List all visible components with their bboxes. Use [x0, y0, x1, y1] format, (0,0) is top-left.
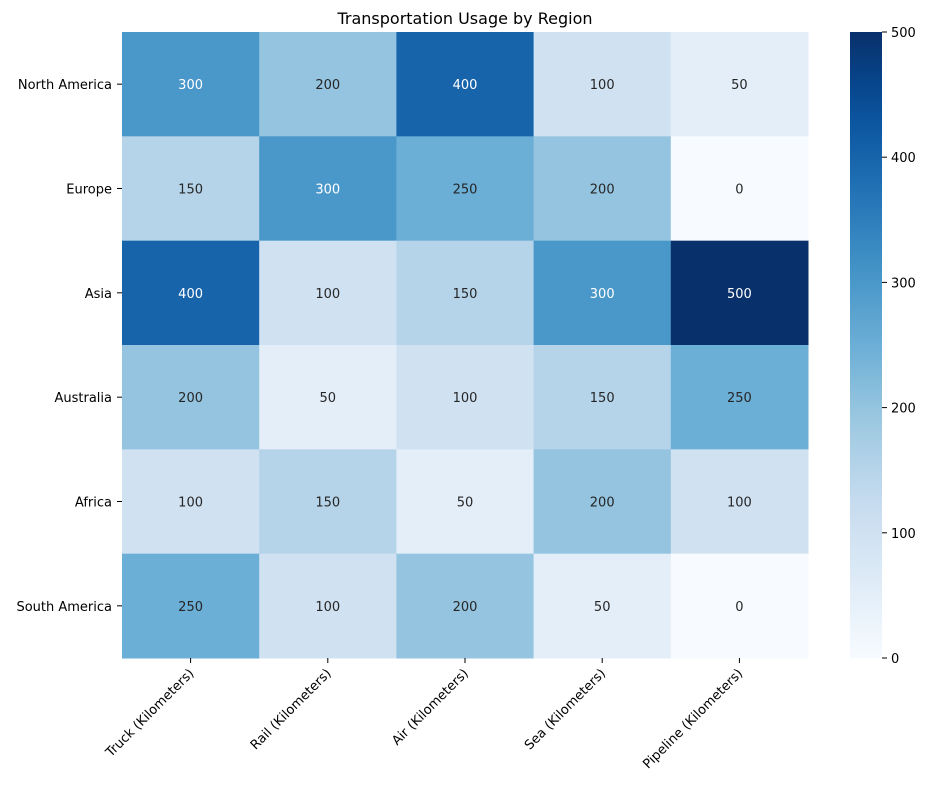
colorbar-tick-label: 0: [891, 652, 899, 667]
x-axis: Truck (Kilometers) Rail (Kilometers) Air (…: [103, 658, 746, 772]
colorbar-tick-label: 300: [891, 276, 916, 291]
heatmap-cell: [670, 32, 809, 137]
cell-value-label: 100: [590, 78, 615, 93]
colorbar-tick-label: 500: [891, 26, 916, 41]
heatmap-cell: [396, 136, 535, 242]
heatmap-cell: [533, 345, 672, 450]
heatmap-cell: [122, 553, 260, 659]
cell-value-label: 250: [727, 391, 752, 406]
cell-value-label: 300: [315, 183, 340, 198]
y-tick-label: Europe: [66, 183, 112, 198]
cell-value-label: 300: [178, 78, 203, 93]
heatmap-cell: [259, 345, 397, 450]
cell-value-label: 150: [315, 496, 340, 511]
cell-value-label: 0: [735, 600, 743, 615]
heatmap-cell: [533, 240, 672, 346]
heatmap-cell: [396, 32, 535, 137]
heatmap-cell: [396, 345, 535, 450]
heatmap-cell: [533, 553, 672, 659]
cell-value-label: 0: [735, 183, 743, 198]
heatmap-cell: [533, 136, 672, 242]
cell-value-label: 100: [727, 496, 752, 511]
colorbar-tick-label: 200: [891, 402, 916, 417]
heatmap-cells: [122, 32, 809, 659]
cell-value-label: 200: [178, 391, 203, 406]
cell-value-label: 200: [590, 496, 615, 511]
cell-value-label: 250: [453, 183, 478, 198]
heatmap-cell: [259, 136, 397, 242]
heatmap-cell: [670, 345, 809, 450]
x-tick-label: Air (Kilometers): [389, 666, 472, 749]
cell-value-label: 150: [590, 391, 615, 406]
cell-value-label: 500: [727, 287, 752, 302]
heatmap-cell: [122, 32, 260, 137]
cell-value-label: 150: [453, 287, 478, 302]
heatmap-cell-labels: 300 200 400 100 50 150 300 250 200 0 400 100 150 300 5…: [178, 78, 752, 615]
x-tick-label: Sea (Kilometers): [522, 666, 609, 753]
cell-value-label: 150: [178, 183, 203, 198]
cell-value-label: 100: [315, 287, 340, 302]
y-axis: North America Europe Asia Australia Africa So…: [16, 78, 122, 615]
heatmap-cell: [670, 136, 809, 242]
colorbar-tick-label: 400: [891, 151, 916, 166]
cell-value-label: 400: [453, 78, 478, 93]
heatmap-cell: [670, 449, 809, 555]
cell-value-label: 250: [178, 600, 203, 615]
cell-value-label: 50: [320, 391, 337, 406]
cell-value-label: 50: [457, 496, 474, 511]
heatmap-cell: [122, 449, 260, 555]
cell-value-label: 50: [731, 78, 748, 93]
heatmap-cell: [259, 240, 397, 346]
heatmap-cell: [396, 449, 535, 555]
heatmap-cell: [670, 240, 809, 346]
y-tick-label: North America: [18, 78, 112, 93]
heatmap-cell: [259, 553, 397, 659]
heatmap-cell: [122, 345, 260, 450]
cell-value-label: 200: [315, 78, 340, 93]
cell-value-label: 400: [178, 287, 203, 302]
heatmap-cell: [533, 32, 672, 137]
chart-title: Transportation Usage by Region: [336, 9, 592, 28]
heatmap-cell: [533, 449, 672, 555]
colorbar: 0 100 200 300 400 500: [850, 26, 916, 667]
y-tick-label: Africa: [75, 496, 112, 511]
y-tick-label: Australia: [54, 391, 112, 406]
heatmap-cell: [122, 240, 260, 346]
y-tick-label: Asia: [85, 287, 112, 302]
heatmap-cell: [259, 32, 397, 137]
colorbar-tick-label: 100: [891, 527, 916, 542]
cell-value-label: 300: [590, 287, 615, 302]
heatmap-cell: [122, 136, 260, 242]
cell-value-label: 100: [315, 600, 340, 615]
cell-value-label: 50: [594, 600, 611, 615]
cell-value-label: 100: [178, 496, 203, 511]
heatmap-cell: [670, 553, 809, 659]
x-tick-label: Pipeline (Kilometers): [640, 666, 746, 772]
heatmap-cell: [396, 240, 535, 346]
x-tick-label: Truck (Kilometers): [103, 666, 198, 761]
cell-value-label: 100: [453, 391, 478, 406]
colorbar-gradient: [850, 32, 882, 658]
heatmap-cell: [396, 553, 535, 659]
cell-value-label: 200: [590, 183, 615, 198]
y-tick-label: South America: [16, 600, 112, 615]
heatmap-cell: [259, 449, 397, 555]
x-tick-label: Rail (Kilometers): [248, 666, 335, 753]
cell-value-label: 200: [453, 600, 478, 615]
